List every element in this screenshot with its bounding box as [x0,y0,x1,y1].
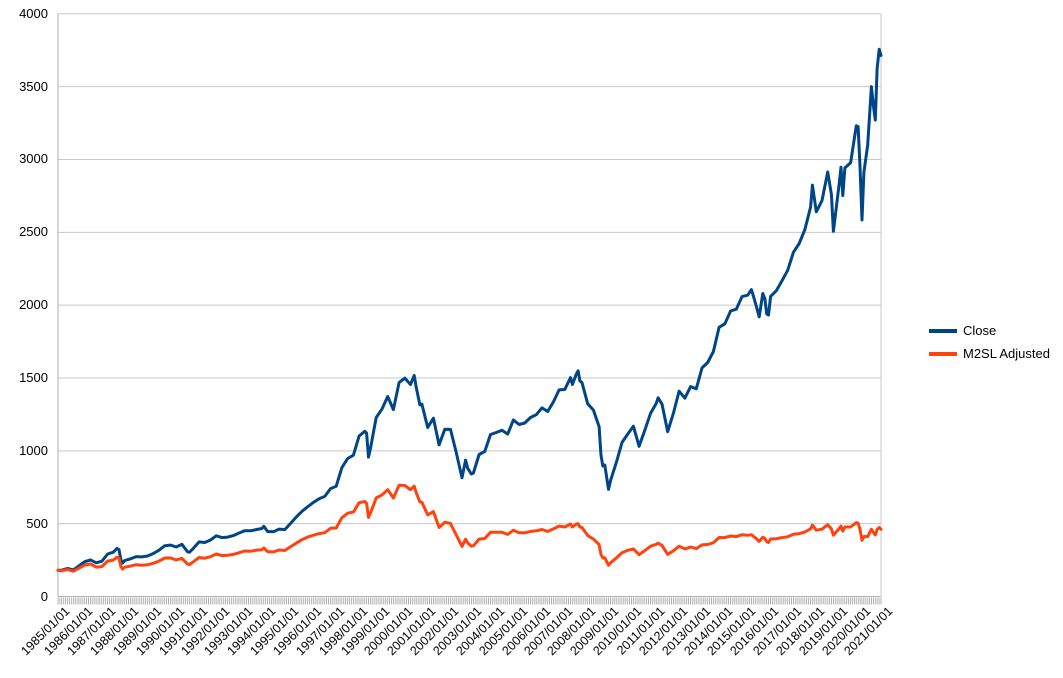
legend-item-m2sl-adjusted: M2SL Adjusted [929,347,1050,361]
y-tick-label: 3000 [19,151,48,167]
legend-line-swatch [929,329,957,333]
y-tick-label: 0 [40,588,48,604]
legend: Close M2SL Adjusted [929,324,1050,361]
y-tick-label: 2500 [19,224,48,240]
legend-label: M2SL Adjusted [963,346,1050,361]
y-tick-label: 3500 [19,78,48,94]
y-tick-label: 2000 [19,297,48,313]
legend-line-swatch [929,352,957,356]
legend-label: Close [963,323,997,338]
y-tick-label: 1500 [19,369,48,385]
series-line-m2sl-adjusted [56,483,883,573]
y-tick-label: 4000 [19,5,48,21]
y-tick-label: 1000 [19,442,48,458]
y-tick-label: 500 [26,515,48,531]
legend-item-close: Close [929,324,1050,338]
series-line-close [56,47,883,572]
